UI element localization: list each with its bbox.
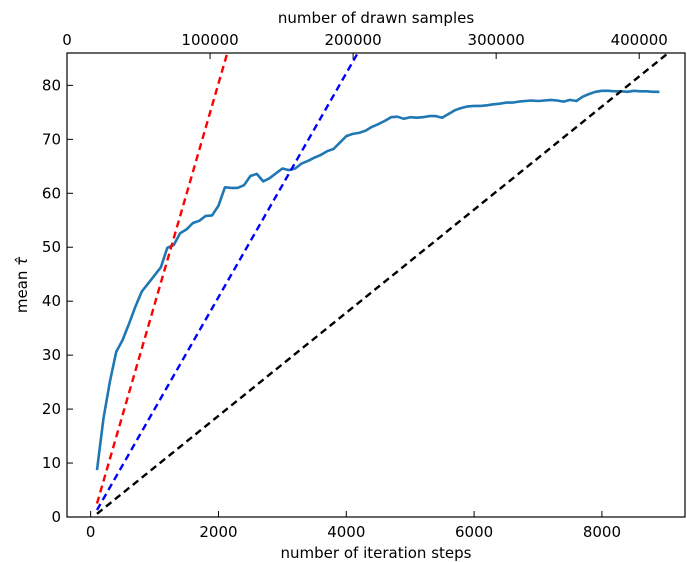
y-tick-label: 30 [42,346,61,364]
top-x-tick-label: 200000 [324,31,381,49]
y-tick-label: 80 [42,76,61,94]
top-x-tick-label: 0 [62,31,72,49]
top-x-tick-label: 300000 [468,31,525,49]
y-tick-label: 70 [42,130,61,148]
y-tick-label: 60 [42,184,61,202]
plot-frame [66,52,686,518]
top-x-axis-label: number of drawn samples [278,9,474,27]
top-x-tick-label: 400000 [611,31,668,49]
x-tick-label: 8000 [583,523,621,541]
x-tick-label: 6000 [455,523,493,541]
y-tick-label: 50 [42,238,61,256]
plot-marks [95,53,671,515]
y-tick-label: 10 [42,454,61,472]
series-line [95,89,660,471]
reference-line-1 [95,53,229,504]
x-axis-label: number of iteration steps [281,544,472,562]
y-tick-label: 0 [51,508,61,526]
x-tick-label: 2000 [199,523,237,541]
x-tick-label: 4000 [327,523,365,541]
y-axis-label-text: mean [13,271,31,314]
y-tick-label: 40 [42,292,61,310]
reference-line-2 [95,53,360,511]
y-axis-label-symbol: τ̂ [13,256,31,266]
x-tick-label: 0 [86,523,96,541]
axis-ticks: 0 2000 4000 6000 8000 0 10 20 30 40 50 60 70 80 0 10000… [42,31,668,541]
y-axis-label: mean τ̂ [13,256,31,313]
y-tick-label: 20 [42,400,61,418]
top-x-tick-label: 100000 [181,31,238,49]
reference-line-3 [96,53,671,515]
